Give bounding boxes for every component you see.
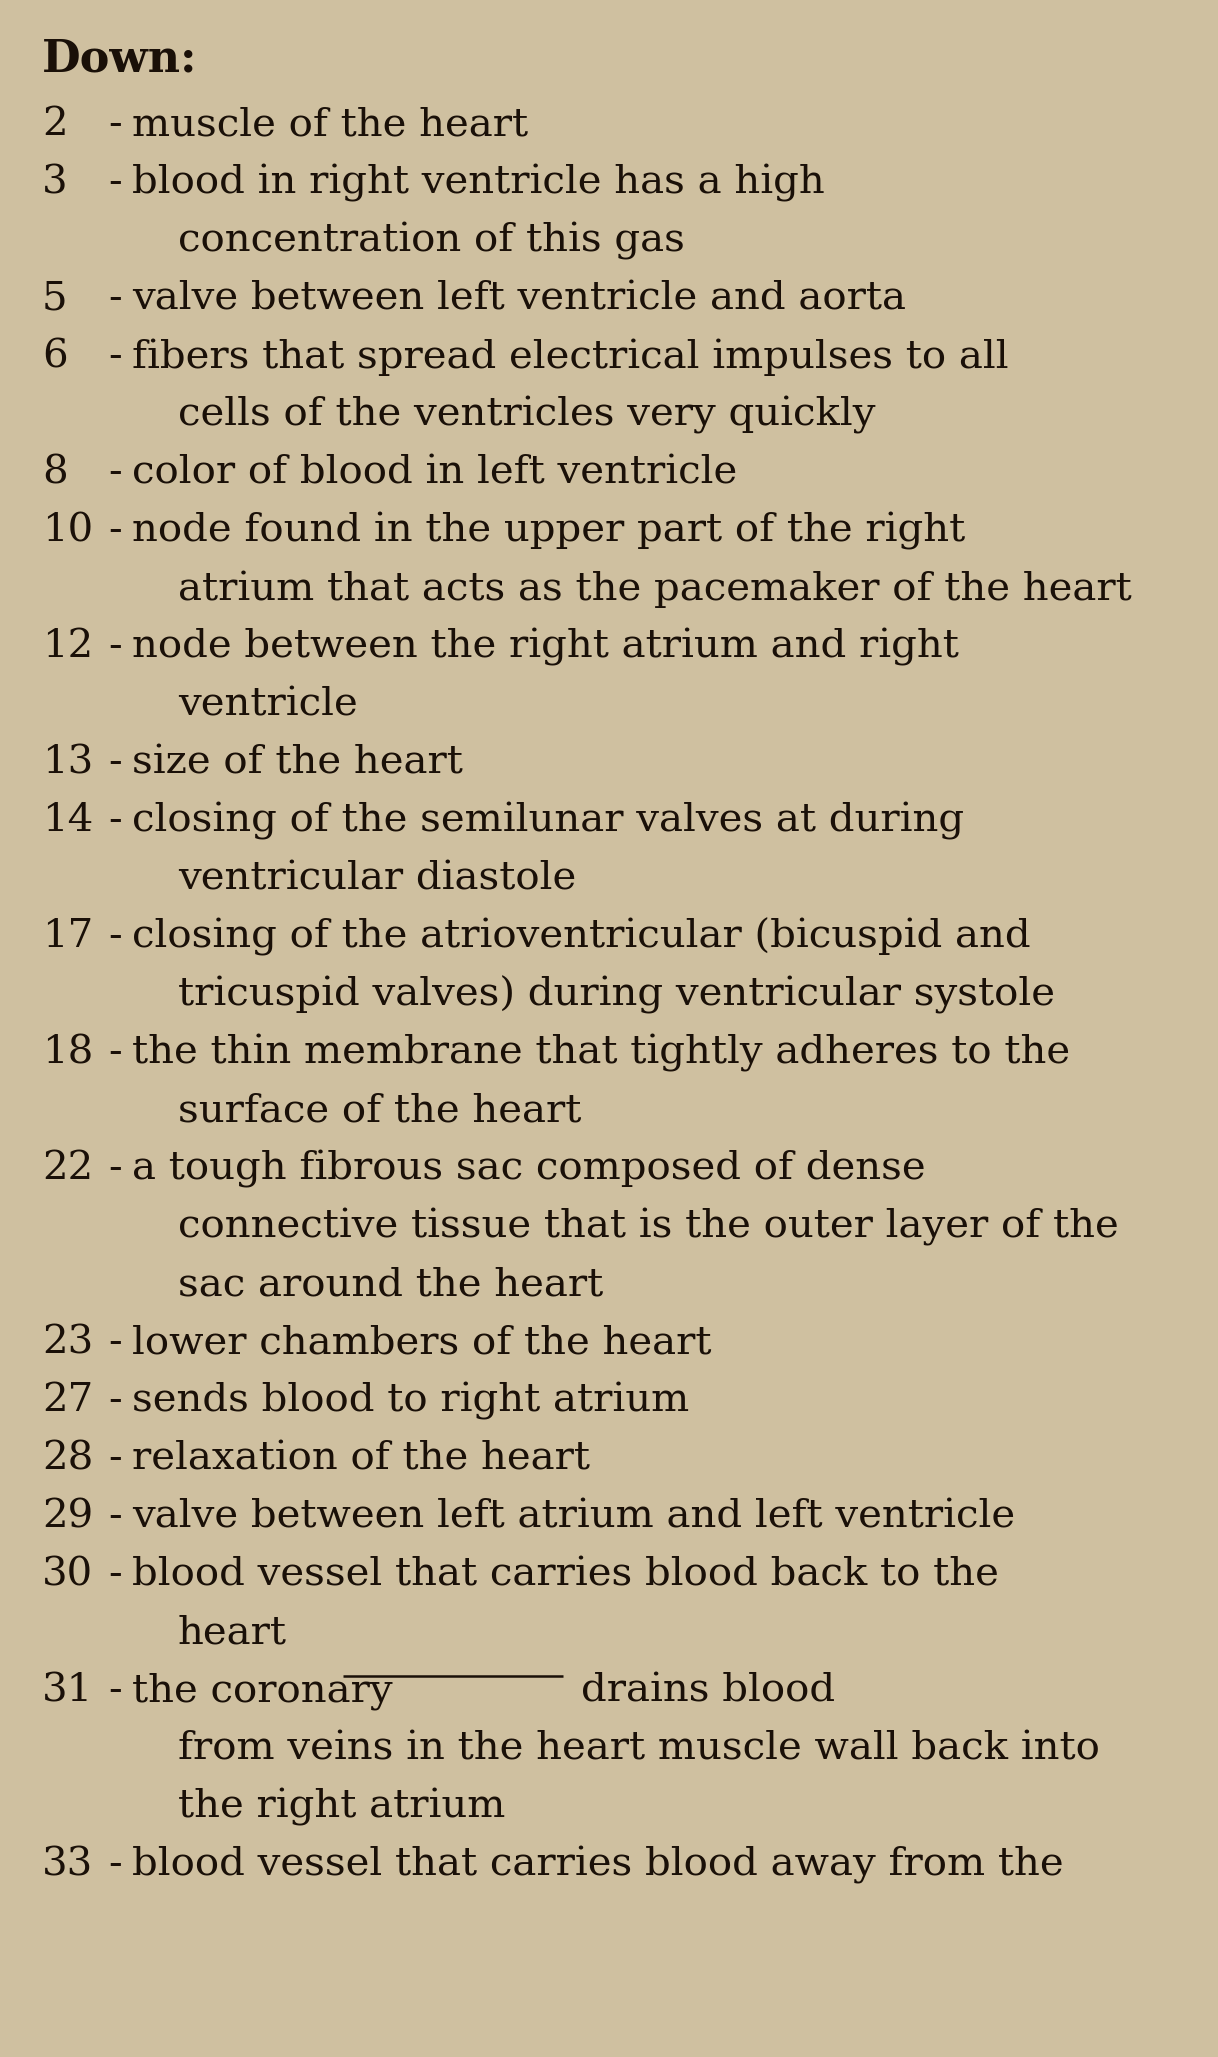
Text: blood vessel that carries blood back to the: blood vessel that carries blood back to … <box>132 1555 999 1592</box>
Text: size of the heart: size of the heart <box>132 745 463 782</box>
Text: -: - <box>108 1555 122 1592</box>
Text: -: - <box>108 165 122 202</box>
Text: surface of the heart: surface of the heart <box>178 1092 581 1129</box>
Text: tricuspid valves) during ventricular systole: tricuspid valves) during ventricular sys… <box>178 975 1055 1014</box>
Text: -: - <box>108 1672 122 1709</box>
Text: 33: 33 <box>41 1845 94 1882</box>
Text: 23: 23 <box>41 1325 94 1362</box>
Text: 29: 29 <box>41 1497 94 1535</box>
Text: relaxation of the heart: relaxation of the heart <box>132 1440 590 1477</box>
Text: -: - <box>108 107 122 144</box>
Text: 6: 6 <box>41 337 68 374</box>
Text: lower chambers of the heart: lower chambers of the heart <box>132 1325 711 1362</box>
Text: 8: 8 <box>41 455 68 492</box>
Text: fibers that spread electrical impulses to all: fibers that spread electrical impulses t… <box>132 337 1009 376</box>
Text: ventricular diastole: ventricular diastole <box>178 860 576 897</box>
Text: atrium that acts as the pacemaker of the heart: atrium that acts as the pacemaker of the… <box>178 570 1132 607</box>
Text: drains blood: drains blood <box>581 1672 836 1709</box>
Text: closing of the semilunar valves at during: closing of the semilunar valves at durin… <box>132 802 965 839</box>
Text: 5: 5 <box>41 280 68 317</box>
Text: closing of the atrioventricular (bicuspid and: closing of the atrioventricular (bicuspi… <box>132 917 1030 957</box>
Text: the thin membrane that tightly adheres to the: the thin membrane that tightly adheres t… <box>132 1035 1071 1072</box>
Text: blood vessel that carries blood away from the: blood vessel that carries blood away fro… <box>132 1845 1063 1884</box>
Text: 28: 28 <box>41 1440 94 1477</box>
Text: concentration of this gas: concentration of this gas <box>178 222 685 259</box>
Text: -: - <box>108 745 122 782</box>
Text: -: - <box>108 917 122 954</box>
Text: 22: 22 <box>41 1150 94 1187</box>
Text: 27: 27 <box>41 1382 94 1419</box>
Text: 10: 10 <box>41 512 93 549</box>
Text: -: - <box>108 1035 122 1072</box>
Text: -: - <box>108 1382 122 1419</box>
Text: -: - <box>108 512 122 549</box>
Text: heart: heart <box>178 1615 287 1652</box>
Text: the right atrium: the right atrium <box>178 1788 505 1827</box>
Text: the coronary: the coronary <box>132 1672 406 1709</box>
Text: -: - <box>108 1845 122 1882</box>
Text: 31: 31 <box>41 1672 94 1709</box>
Text: ventricle: ventricle <box>178 685 358 722</box>
Text: Down:: Down: <box>41 37 197 80</box>
Text: valve between left ventricle and aorta: valve between left ventricle and aorta <box>132 280 906 317</box>
Text: -: - <box>108 280 122 317</box>
Text: -: - <box>108 1497 122 1535</box>
Text: color of blood in left ventricle: color of blood in left ventricle <box>132 455 737 492</box>
Text: sac around the heart: sac around the heart <box>178 1265 603 1302</box>
Text: -: - <box>108 455 122 492</box>
Text: 13: 13 <box>41 745 94 782</box>
Text: connective tissue that is the outer layer of the: connective tissue that is the outer laye… <box>178 1207 1119 1247</box>
Text: cells of the ventricles very quickly: cells of the ventricles very quickly <box>178 397 876 434</box>
Text: 18: 18 <box>41 1035 94 1072</box>
Text: a tough fibrous sac composed of dense: a tough fibrous sac composed of dense <box>132 1150 926 1189</box>
Text: -: - <box>108 627 122 664</box>
Text: sends blood to right atrium: sends blood to right atrium <box>132 1382 689 1419</box>
Text: -: - <box>108 1440 122 1477</box>
Text: 12: 12 <box>41 627 94 664</box>
Text: blood in right ventricle has a high: blood in right ventricle has a high <box>132 165 825 202</box>
Text: 30: 30 <box>41 1555 93 1592</box>
Text: 14: 14 <box>41 802 94 839</box>
Text: -: - <box>108 1325 122 1362</box>
Text: 17: 17 <box>41 917 94 954</box>
Text: 3: 3 <box>41 165 68 202</box>
Text: muscle of the heart: muscle of the heart <box>132 107 529 144</box>
Text: from veins in the heart muscle wall back into: from veins in the heart muscle wall back… <box>178 1730 1100 1767</box>
Text: -: - <box>108 1150 122 1187</box>
Text: 2: 2 <box>41 107 68 144</box>
Text: valve between left atrium and left ventricle: valve between left atrium and left ventr… <box>132 1497 1015 1535</box>
Text: node between the right atrium and right: node between the right atrium and right <box>132 627 959 666</box>
Text: node found in the upper part of the right: node found in the upper part of the righ… <box>132 512 965 549</box>
Text: -: - <box>108 802 122 839</box>
Text: -: - <box>108 337 122 374</box>
